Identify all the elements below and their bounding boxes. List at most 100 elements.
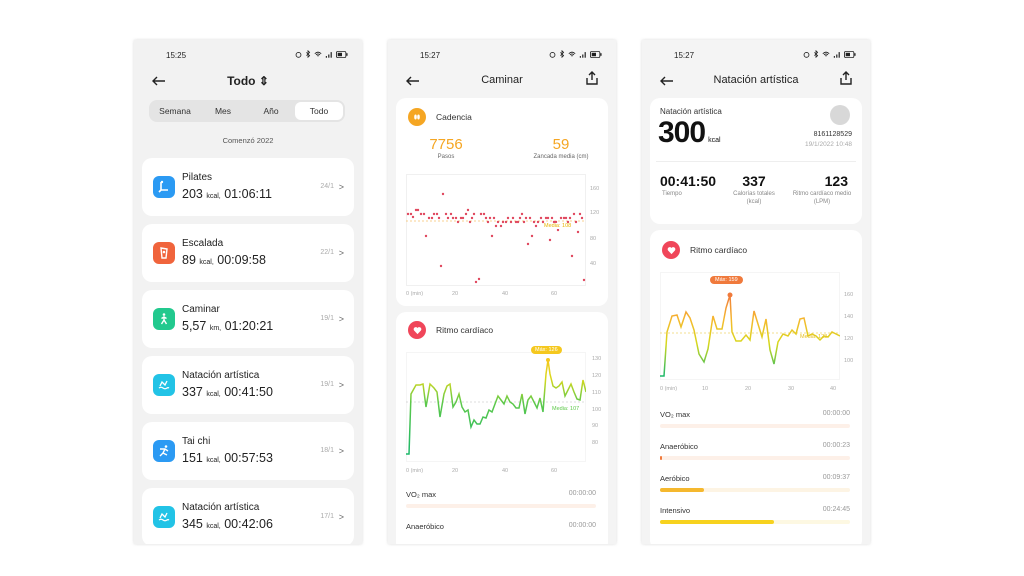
bluetooth-icon xyxy=(560,50,565,58)
activity-card-taichi[interactable]: Tai chi 151 kcal, 00:57:53 18/1 > xyxy=(142,422,354,480)
status-icons xyxy=(295,50,348,58)
heart-rate-line-chart xyxy=(660,272,840,380)
zone-aerobic: Aeróbico 00:09:37 xyxy=(650,468,862,500)
stride-value: 59 xyxy=(552,136,570,153)
activity-value: 337 kcal, 00:41:50 xyxy=(182,385,273,399)
y-tick: 80 xyxy=(592,440,599,446)
swimming-icon xyxy=(153,374,175,396)
metric-label: Ritmo cardíaco medio (LPM) xyxy=(792,191,852,205)
zone-label: Intensivo xyxy=(660,506,691,515)
x-tick: 40 xyxy=(502,291,509,297)
activity-card-pilates[interactable]: Pilates 203 kcal, 01:06:11 24/1 > xyxy=(142,158,354,216)
steps-stat: 7756 Pasos xyxy=(416,136,476,160)
x-tick: 60 xyxy=(551,291,558,297)
y-tick: 110 xyxy=(592,390,601,396)
activity-value: 203 kcal, 01:06:11 xyxy=(182,187,272,201)
activity-card-natacion-2[interactable]: Natación artística 345 kcal, 00:42:06 17… xyxy=(142,488,354,544)
summary-kcal: 300 kcal xyxy=(658,116,721,149)
pilates-icon xyxy=(153,176,175,198)
zone-value: 00:09:37 xyxy=(822,474,850,481)
alarm-icon xyxy=(549,51,556,58)
heart-rate-panel: Ritmo cardíaco Máx: 126 Media: 107 130 1… xyxy=(396,312,608,544)
activity-name: Tai chi xyxy=(182,436,211,447)
activity-card-natacion[interactable]: Natación artística 337 kcal, 00:41:50 19… xyxy=(142,356,354,414)
device-avatar xyxy=(830,105,850,125)
zone-value: 00:00:00 xyxy=(568,490,596,497)
back-arrow-icon[interactable] xyxy=(150,72,168,90)
avg-heart-rate-label: Media: 123 xyxy=(800,334,828,340)
activity-date: 19/1 xyxy=(320,381,334,388)
activity-card-caminar[interactable]: Caminar 5,57 km, 01:20:21 19/1 > xyxy=(142,290,354,348)
y-tick: 120 xyxy=(844,336,854,342)
since-label: Comenzó 2022 xyxy=(222,136,274,145)
share-icon[interactable] xyxy=(838,70,854,86)
footprints-icon xyxy=(408,108,426,126)
zone-vo2max: VO₂ max 00:00:00 xyxy=(396,484,608,516)
y-tick: 40 xyxy=(590,261,597,267)
x-tick: 20 xyxy=(452,291,459,297)
status-bar: 15:27 xyxy=(388,50,616,62)
battery-icon xyxy=(844,50,856,58)
activity-name: Natación artística xyxy=(182,370,260,381)
back-arrow-icon[interactable] xyxy=(658,72,676,90)
back-arrow-icon[interactable] xyxy=(404,72,422,90)
activity-value: 345 kcal, 00:42:06 xyxy=(182,517,273,531)
zone-label: Aeróbico xyxy=(660,474,690,483)
y-tick: 140 xyxy=(844,314,854,320)
avg-heart-rate-label: Media: 107 xyxy=(552,406,580,412)
tab-mes[interactable]: Mes xyxy=(214,106,232,116)
y-tick: 130 xyxy=(592,356,602,362)
climbing-icon xyxy=(153,242,175,264)
battery-icon xyxy=(336,50,348,58)
taichi-icon xyxy=(153,440,175,462)
page-title[interactable]: Todo ⇕ xyxy=(227,74,269,88)
cadence-panel: Cadencia 7756 Pasos 59 Zancada media (cm… xyxy=(396,98,608,306)
x-tick: 60 xyxy=(551,468,558,474)
battery-icon xyxy=(590,50,602,58)
zone-anaerobic: Anaeróbico 00:00:23 xyxy=(650,436,862,468)
activity-name: Caminar xyxy=(182,304,220,315)
zone-bar xyxy=(660,424,850,428)
activity-date: 17/1 xyxy=(320,513,334,520)
zone-vo2max: VO₂ max 00:00:00 xyxy=(650,404,862,436)
page-title: Natación artística xyxy=(713,74,799,86)
wifi-icon xyxy=(822,51,830,56)
zone-value: 00:00:00 xyxy=(822,410,850,417)
metric-value: 123 xyxy=(824,173,848,189)
chevron-right-icon: > xyxy=(338,446,344,456)
status-time: 15:25 xyxy=(166,51,187,60)
activity-list: Pilates 203 kcal, 01:06:11 24/1 > Escala… xyxy=(142,158,354,544)
status-bar: 15:25 xyxy=(134,50,362,62)
y-tick: 100 xyxy=(592,407,602,413)
heart-zones: VO₂ max 00:00:00 Anaeróbico 00:00:23 Aer… xyxy=(650,404,862,532)
signal-icon xyxy=(579,51,586,58)
x-tick: 0 (min) xyxy=(406,468,424,474)
activity-name: Pilates xyxy=(182,172,213,183)
heart-rate-line-chart xyxy=(406,352,586,462)
share-icon[interactable] xyxy=(584,70,600,86)
nav-bar: Todo ⇕ xyxy=(134,68,362,94)
heart-icon xyxy=(662,241,680,259)
chevron-right-icon: > xyxy=(338,182,344,192)
tab-ano[interactable]: Año xyxy=(263,106,279,116)
tab-semana[interactable]: Semana xyxy=(159,106,191,116)
steps-value: 7756 xyxy=(429,136,463,153)
heart-title: Ritmo cardíaco xyxy=(436,325,494,335)
signal-icon xyxy=(325,51,332,58)
y-tick: 120 xyxy=(590,210,600,216)
activity-card-escalada[interactable]: Escalada 89 kcal, 00:09:58 22/1 > xyxy=(142,224,354,282)
cadence-scatter-chart xyxy=(406,174,586,286)
tab-todo[interactable]: Todo xyxy=(295,102,343,120)
metric-value: 00:41:50 xyxy=(659,173,717,189)
zone-value: 00:00:23 xyxy=(822,442,850,449)
status-time: 15:27 xyxy=(674,51,695,60)
zone-intensive: Intensivo 00:24:45 xyxy=(650,500,862,532)
zone-bar xyxy=(660,488,850,492)
heart-header: Ritmo cardíaco xyxy=(662,241,747,259)
heart-icon xyxy=(408,321,426,339)
activity-name: Escalada xyxy=(182,238,224,249)
status-bar: 15:27 xyxy=(642,50,870,62)
x-tick: 10 xyxy=(702,386,709,392)
zone-bar xyxy=(660,520,850,524)
status-icons xyxy=(549,50,602,58)
